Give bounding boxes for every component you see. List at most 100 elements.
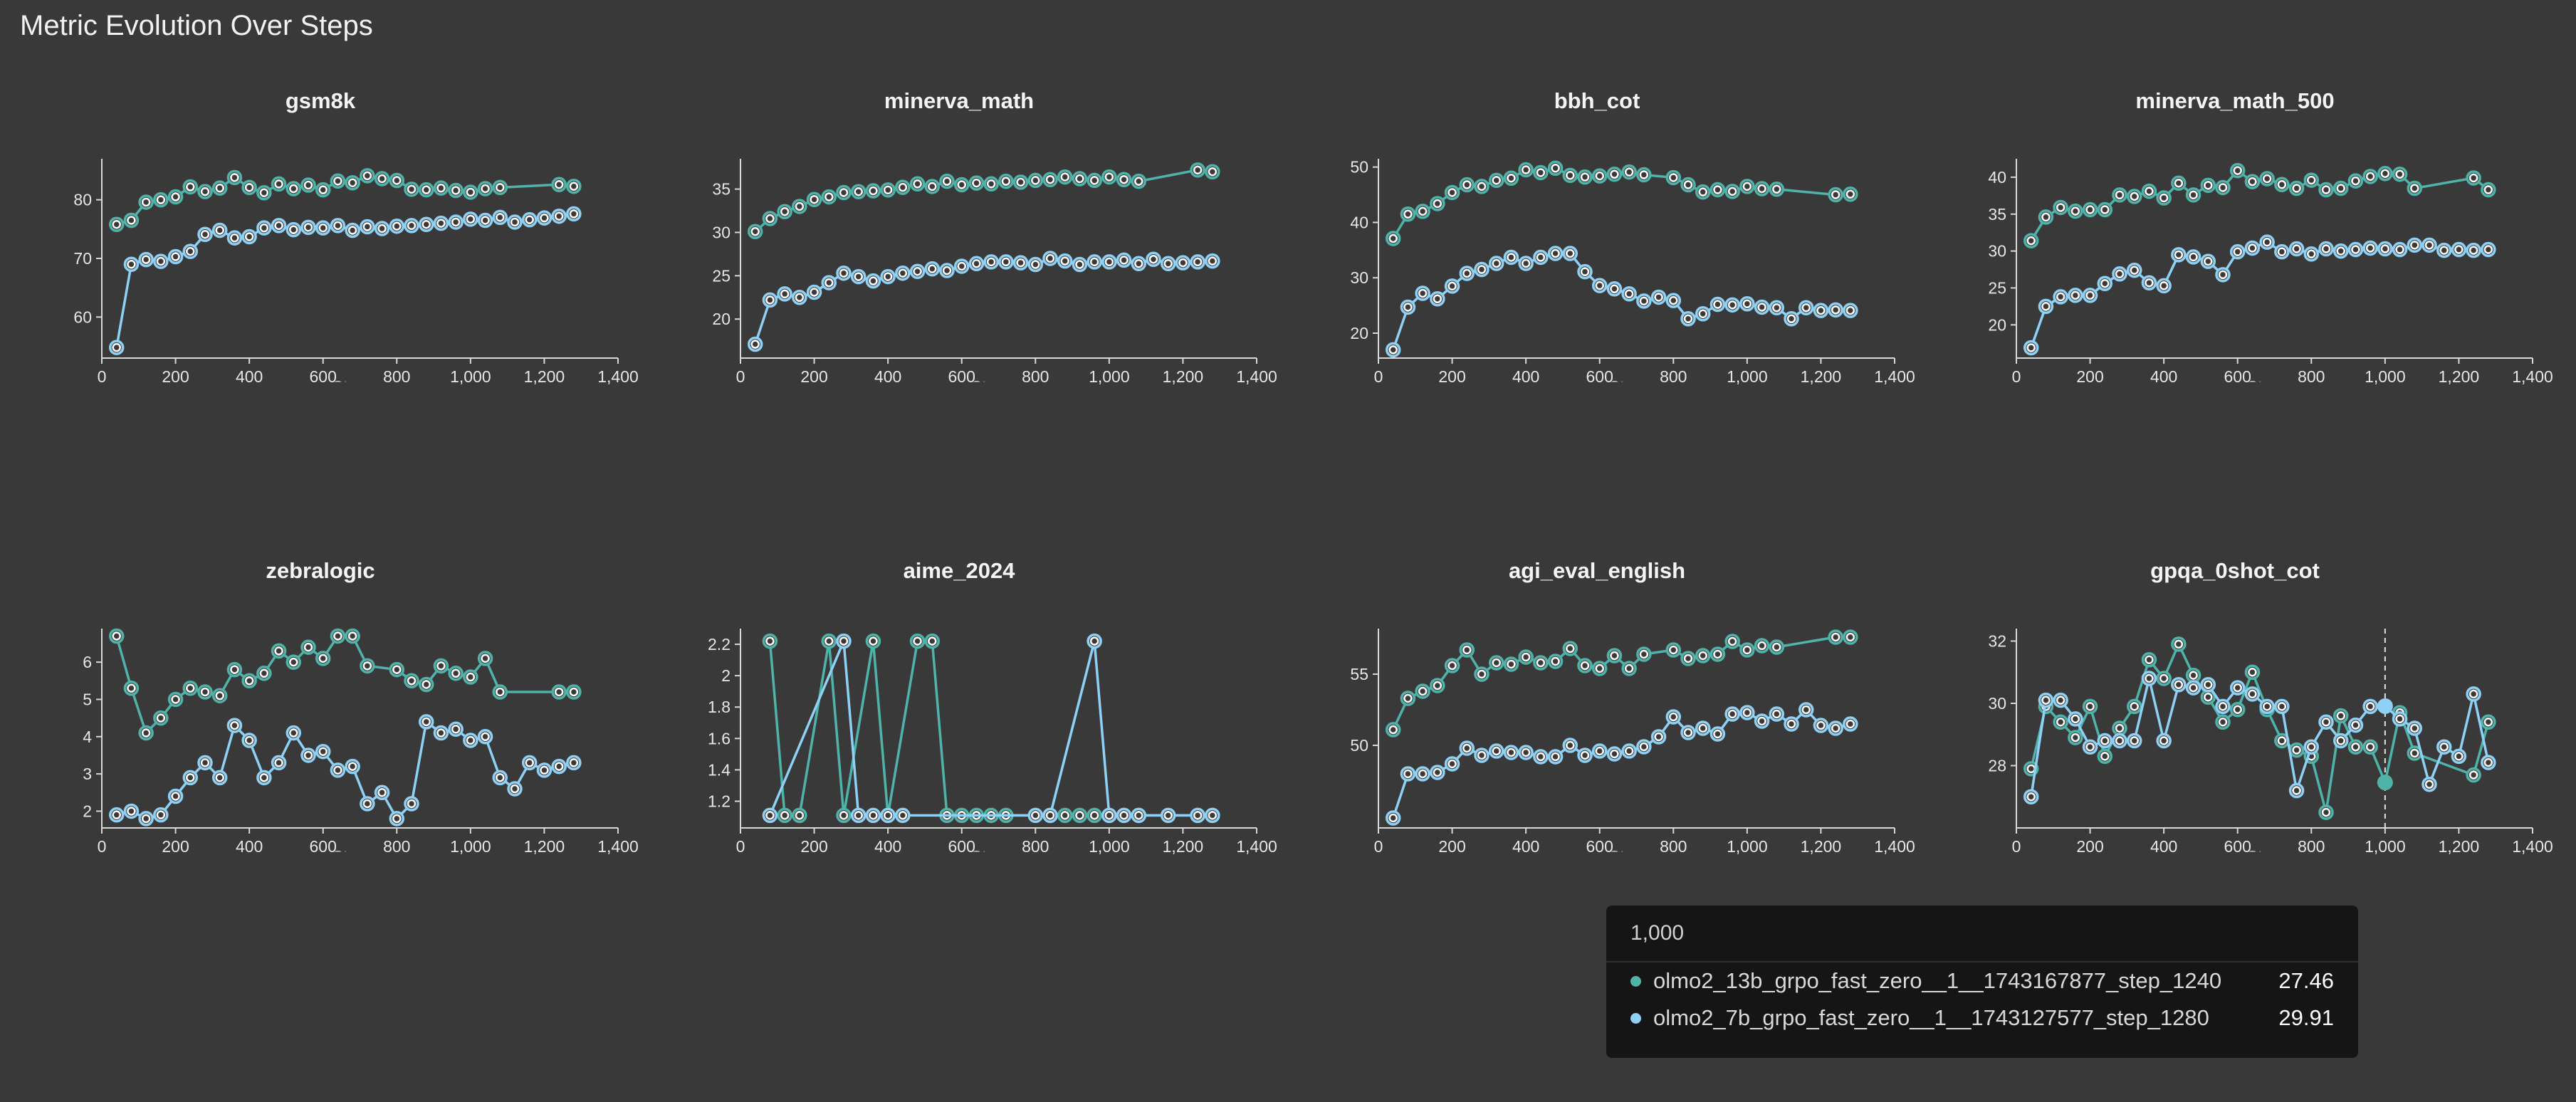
- data-point-core: [2454, 245, 2464, 254]
- x-tick-label: 200: [1438, 837, 1465, 856]
- data-point-core: [2380, 169, 2390, 178]
- data-point-core: [824, 636, 834, 646]
- data-point-core: [230, 233, 239, 243]
- data-point-core: [1536, 168, 1546, 177]
- y-tick-label: 35: [1988, 205, 2006, 224]
- line-chart[interactable]: 0 200 400 600 800 1,000 1,200 1,400 Step 1.2 1.4 1.…: [639, 548, 1279, 890]
- data-point-core: [200, 758, 210, 767]
- y-tick-label: 20: [712, 310, 731, 328]
- y-tick-label: 20: [1350, 324, 1368, 342]
- x-tick-label: 1,000: [450, 367, 491, 386]
- data-point-core: [2277, 702, 2287, 711]
- data-point-core: [1119, 256, 1129, 265]
- data-point-core: [2070, 714, 2080, 724]
- page-title: Metric Evolution Over Steps: [20, 10, 373, 41]
- x-tick-label: 1,200: [2439, 367, 2480, 386]
- x-tick-label: 1,200: [1163, 837, 1204, 856]
- data-point-core: [1060, 172, 1069, 182]
- series-b-color-dot: [1630, 1013, 1641, 1024]
- x-tick-label: 1,000: [1089, 367, 1130, 386]
- data-point-core: [913, 267, 922, 276]
- line-chart[interactable]: 0 200 400 600 800 1,000 1,200 1,400 Step 50 55: [1277, 548, 1917, 890]
- data-point-core: [1477, 669, 1487, 679]
- x-tick-label: 800: [1022, 367, 1049, 386]
- data-point-core: [1462, 743, 1472, 753]
- x-tick-label: 200: [162, 367, 189, 386]
- data-point-core: [127, 259, 136, 269]
- data-point-core: [2483, 185, 2493, 194]
- data-point-core: [171, 192, 180, 201]
- line-chart[interactable]: 0 200 400 600 800 1,000 1,200 1,400 Step 60 70 80: [0, 78, 641, 420]
- data-point-core: [244, 183, 254, 192]
- line-chart[interactable]: 0 200 400 600 800 1,000 1,200 1,400 Step 20 25 30 35…: [1915, 78, 2555, 420]
- data-point-core: [466, 735, 476, 745]
- series-b: [762, 633, 1220, 824]
- data-point-core: [318, 185, 328, 194]
- data-point-core: [1075, 811, 1084, 820]
- data-point-core: [2145, 673, 2154, 683]
- data-point-core: [362, 661, 372, 671]
- data-point-core: [451, 217, 461, 227]
- data-point-core: [496, 773, 505, 782]
- data-point-core: [481, 654, 490, 663]
- x-tick-label: 1,400: [1236, 367, 1277, 386]
- data-point-core: [1060, 256, 1069, 266]
- tooltip-series-a-value: 27.46: [2278, 968, 2334, 993]
- data-point-core: [1566, 248, 1575, 258]
- data-point-core: [1845, 305, 1855, 315]
- line-chart[interactable]: 0 200 400 600 800 1,000 1,200 1,400 Step 2 3 4 5 6: [0, 548, 641, 890]
- data-point-core: [156, 256, 166, 266]
- data-point-core: [1831, 305, 1841, 315]
- line-chart[interactable]: 0 200 400 600 800 1,000 1,200 1,400 Step 20 30 40 50: [1277, 78, 1917, 420]
- data-point-core: [1507, 659, 1516, 669]
- data-point-core: [2115, 736, 2125, 745]
- x-axis-label: Step: [1609, 377, 1643, 396]
- chart-title: gsm8k: [285, 88, 356, 113]
- data-point-core: [1507, 173, 1516, 183]
- data-point-core: [854, 272, 863, 281]
- data-point-core: [1119, 174, 1129, 184]
- data-point-core: [1654, 293, 1663, 302]
- y-tick-label: 20: [1988, 315, 2006, 334]
- chart-title: aime_2024: [903, 558, 1015, 583]
- x-tick-label: 600: [2224, 837, 2251, 856]
- data-point-core: [289, 184, 298, 194]
- data-point-core: [2336, 711, 2345, 720]
- x-tick-label: 400: [2150, 837, 2177, 856]
- data-point-core: [2395, 169, 2404, 179]
- data-point-core: [1698, 187, 1707, 196]
- data-point-core: [1477, 265, 1487, 274]
- data-point-core: [2174, 178, 2184, 188]
- data-point-core: [466, 214, 476, 224]
- data-point-core: [1403, 693, 1413, 703]
- chart-panel-bbh-cot: bbh_cot 0 200 400 600 800 1,000 1,200 1,400 Step 2…: [1277, 78, 1917, 413]
- data-point-core: [230, 720, 239, 730]
- data-point-core: [898, 811, 908, 820]
- data-point-core: [1669, 295, 1678, 305]
- data-point-core: [2351, 176, 2360, 186]
- x-tick-label: 1,400: [597, 367, 639, 386]
- data-point-core: [1045, 811, 1055, 820]
- data-point-core: [1580, 267, 1590, 276]
- data-point-core: [1595, 171, 1604, 181]
- line-chart[interactable]: 0 200 400 600 800 1,000 1,200 1,400 Step 20 25 30 35: [639, 78, 1279, 420]
- x-tick-label: 1,400: [597, 837, 639, 856]
- data-point-core: [898, 268, 908, 278]
- y-tick-label: 1.8: [708, 698, 731, 716]
- data-point-core: [2130, 736, 2139, 745]
- data-point-core: [1595, 280, 1604, 290]
- y-tick-label: 30: [1350, 268, 1368, 287]
- line-chart[interactable]: 0 200 400 600 800 1,000 1,200 1,400 Step 28 30 32: [1915, 548, 2555, 890]
- data-point-core: [1786, 719, 1796, 729]
- data-point-core: [942, 266, 952, 276]
- data-point-core: [1551, 248, 1560, 258]
- x-tick-label: 400: [236, 837, 263, 856]
- data-point-core: [1521, 652, 1531, 662]
- x-tick-label: 1,000: [450, 837, 491, 856]
- x-tick-label: 1,000: [2365, 367, 2406, 386]
- data-point-core: [2336, 736, 2345, 745]
- data-point-core: [510, 217, 520, 227]
- y-tick-label: 50: [1350, 158, 1368, 177]
- x-tick-label: 1,000: [1727, 367, 1768, 386]
- chart-panel-minerva-math: minerva_math 0 200 400 600 800 1,000 1,200 1,400…: [639, 78, 1279, 413]
